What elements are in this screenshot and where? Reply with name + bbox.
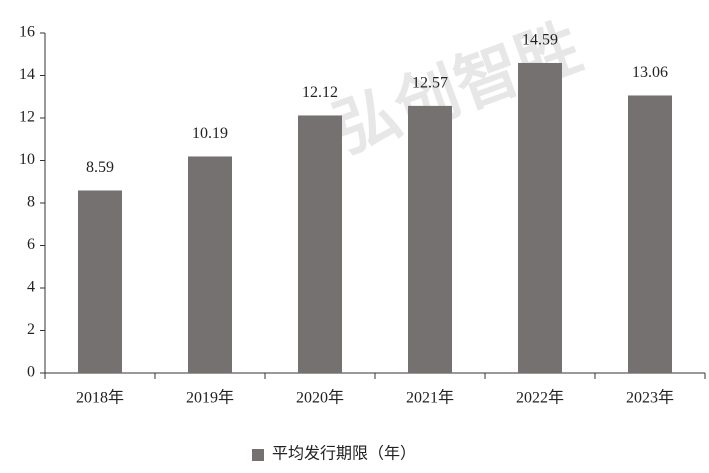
bar bbox=[408, 105, 452, 373]
data-label: 10.19 bbox=[192, 125, 228, 142]
x-tick-label: 2020年 bbox=[296, 389, 344, 407]
y-tick-label: 0 bbox=[27, 364, 35, 381]
data-label: 14.59 bbox=[522, 32, 558, 49]
bar bbox=[78, 190, 122, 373]
y-tick-label: 6 bbox=[27, 236, 35, 253]
legend-swatch bbox=[252, 449, 264, 461]
data-label: 8.59 bbox=[86, 159, 114, 176]
y-tick-label: 16 bbox=[19, 24, 35, 41]
data-label: 12.12 bbox=[302, 84, 338, 101]
x-tick-label: 2022年 bbox=[516, 389, 564, 407]
y-tick-label: 14 bbox=[19, 66, 35, 83]
data-label: 12.57 bbox=[412, 75, 448, 92]
y-tick-label: 8 bbox=[27, 194, 35, 211]
y-tick-label: 2 bbox=[27, 321, 35, 338]
bar bbox=[628, 95, 672, 373]
bar bbox=[518, 62, 562, 374]
x-tick-label: 2021年 bbox=[406, 389, 454, 407]
data-label: 13.06 bbox=[632, 64, 668, 81]
bar bbox=[298, 115, 342, 373]
y-tick-label: 4 bbox=[27, 279, 35, 296]
x-tick-label: 2023年 bbox=[626, 389, 674, 407]
y-tick-label: 12 bbox=[19, 109, 35, 126]
x-tick-label: 2018年 bbox=[76, 389, 124, 407]
bar bbox=[188, 156, 232, 373]
legend-label: 平均发行期限（年） bbox=[272, 445, 416, 463]
x-tick-label: 2019年 bbox=[186, 389, 234, 407]
y-tick-label: 10 bbox=[19, 151, 35, 168]
